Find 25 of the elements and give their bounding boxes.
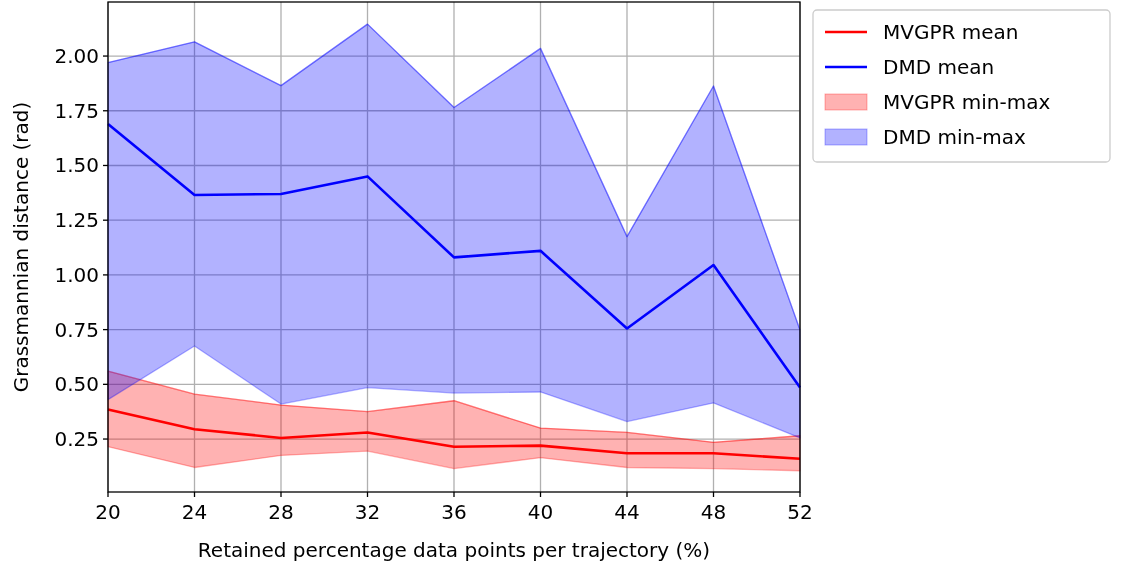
x-tick-label: 24 bbox=[181, 500, 208, 524]
y-tick-label: 0.50 bbox=[54, 372, 99, 397]
legend-label: DMD mean bbox=[883, 55, 995, 79]
legend-label: DMD min-max bbox=[883, 125, 1027, 149]
x-tick-label: 32 bbox=[354, 500, 381, 524]
legend-label: MVGPR mean bbox=[883, 20, 1019, 44]
y-tick-label: 1.50 bbox=[54, 153, 99, 178]
y-tick-label: 1.25 bbox=[54, 208, 99, 233]
x-tick-label: 28 bbox=[268, 500, 294, 524]
x-axis-title: Retained percentage data points per trajectory (%) bbox=[197, 538, 711, 562]
legend-label: MVGPR min-max bbox=[883, 90, 1051, 114]
line-series bbox=[106, 122, 802, 389]
x-tick-label: 40 bbox=[527, 500, 554, 524]
x-tick-label: 36 bbox=[441, 500, 467, 524]
x-tick-label: 52 bbox=[787, 500, 813, 524]
y-tick-label: 0.25 bbox=[54, 427, 99, 452]
y-tick-label: 1.00 bbox=[54, 262, 99, 287]
x-tick-label: 20 bbox=[95, 500, 121, 524]
line-series bbox=[106, 408, 802, 461]
y-axis-title: Grassmannian distance (rad) bbox=[9, 101, 33, 393]
x-tick-label: 44 bbox=[614, 500, 640, 524]
y-tick-label: 0.75 bbox=[54, 317, 99, 342]
x-tick-label: 48 bbox=[700, 500, 727, 524]
y-tick-label: 1.75 bbox=[54, 98, 99, 123]
y-tick-label: 2.00 bbox=[54, 44, 99, 69]
